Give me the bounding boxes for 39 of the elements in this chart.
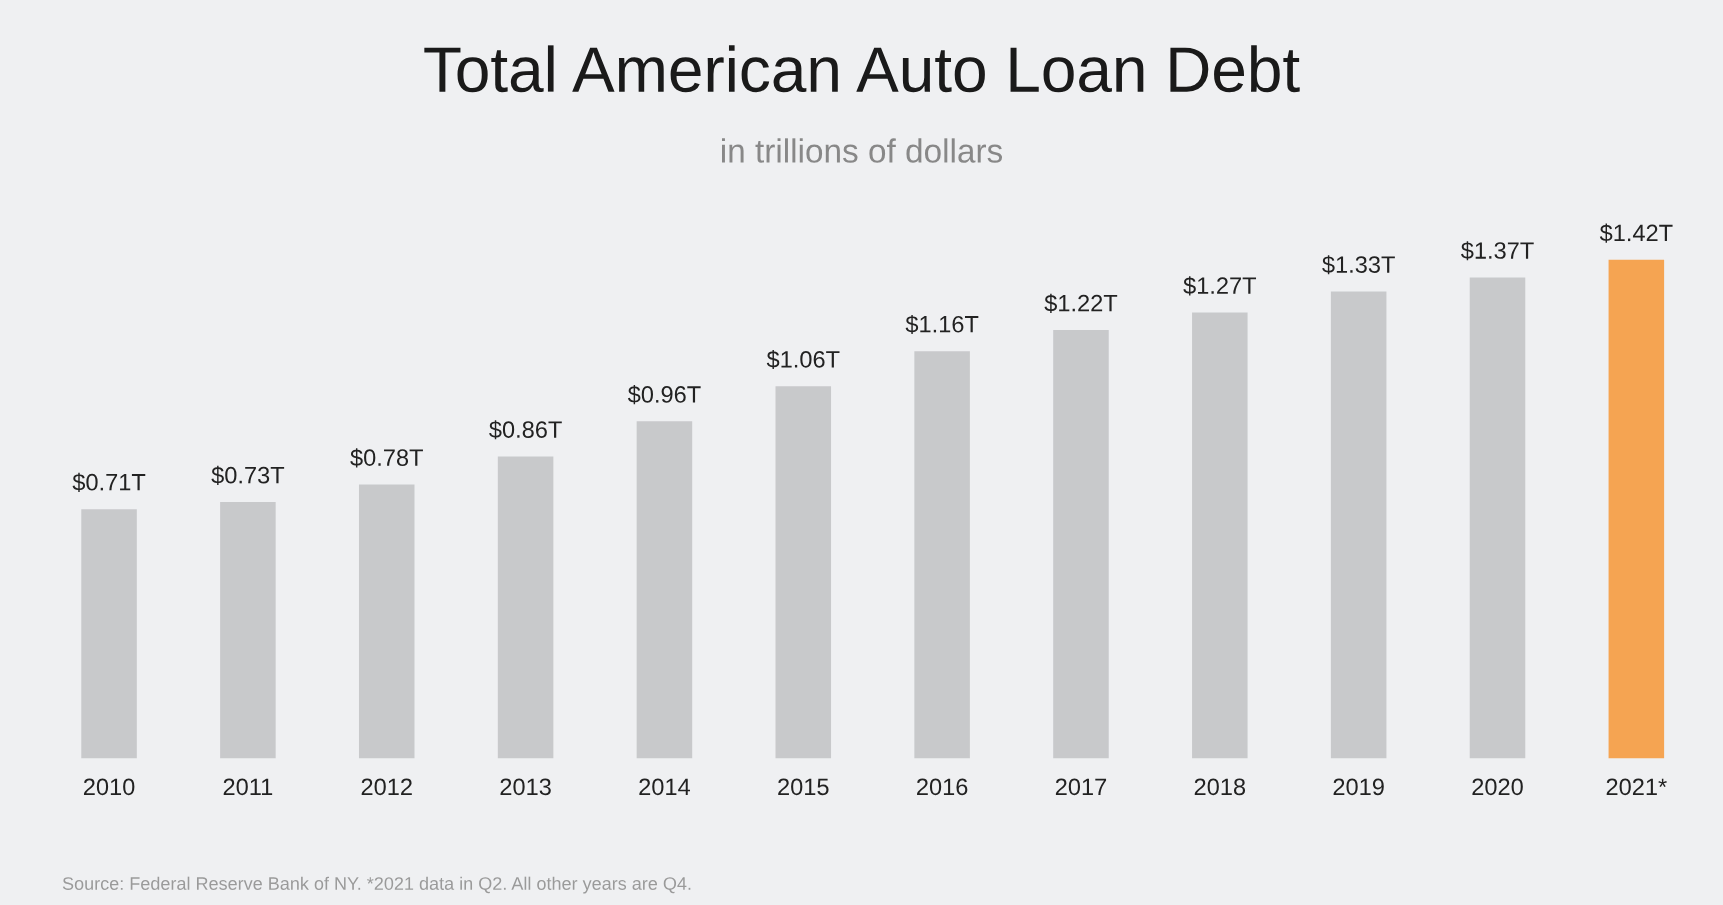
bar — [1330, 291, 1387, 759]
bar — [497, 456, 554, 759]
x-tick-label: 2013 — [500, 778, 551, 796]
bar — [81, 509, 137, 759]
data-label: $1.33T — [1322, 255, 1395, 275]
chart-title: Total American Auto Loan Debt — [424, 45, 1300, 93]
x-tick-label: 2015 — [778, 778, 829, 796]
data-label: $1.37T — [1461, 241, 1534, 261]
data-label: $0.78T — [350, 448, 423, 468]
bar — [1608, 259, 1665, 759]
data-label: $0.86T — [489, 420, 562, 440]
data-label: $1.22T — [1044, 293, 1118, 313]
x-tick-label: 2020 — [1472, 778, 1523, 796]
x-tick-label: 2016 — [917, 778, 968, 796]
bar — [775, 386, 832, 759]
x-tick-label: 2018 — [1194, 778, 1246, 796]
bar — [636, 421, 693, 759]
x-tick-label: 2017 — [1055, 778, 1107, 796]
bar — [358, 484, 415, 759]
data-label: $0.73T — [211, 465, 285, 485]
source-note: Source: Federal Reserve Bank of NY. *2021 data in Q2. All other years are Q4. — [62, 876, 691, 894]
data-label: $1.06T — [766, 349, 840, 370]
data-label: $0.71T — [72, 472, 146, 492]
data-label: $0.96T — [627, 385, 701, 405]
x-tick-label: 2014 — [639, 778, 691, 796]
x-tick-label: 2019 — [1333, 778, 1384, 796]
chart-subtitle: in trillions of dollars — [722, 138, 1003, 163]
bar — [220, 502, 276, 759]
data-label: $1.42T — [1599, 223, 1673, 243]
data-label: $1.16T — [905, 314, 979, 334]
bar — [1192, 312, 1248, 759]
bar — [914, 351, 970, 759]
x-tick-label: 2012 — [361, 778, 412, 796]
bar — [1469, 277, 1526, 759]
data-label: $1.27T — [1183, 276, 1257, 296]
x-tick-label: 2011 — [223, 778, 273, 796]
x-tick-label: 2021* — [1606, 778, 1667, 796]
bar — [1053, 330, 1109, 759]
x-tick-label: 2010 — [83, 778, 135, 796]
